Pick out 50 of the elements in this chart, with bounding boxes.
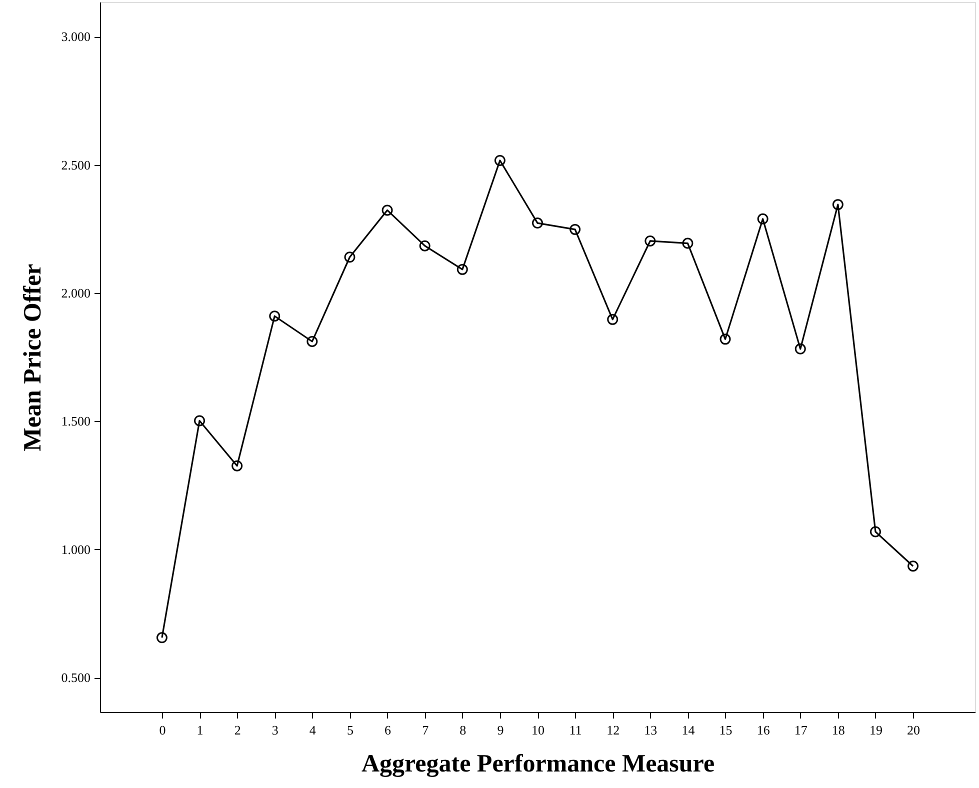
point	[194, 415, 206, 426]
x-tick-label: 5	[346, 722, 354, 738]
point	[419, 240, 430, 252]
point	[570, 224, 581, 235]
y-tick-label: 2.000	[61, 286, 90, 301]
x-tick-label: 9	[497, 722, 504, 738]
point	[720, 334, 731, 345]
point	[870, 526, 881, 538]
point	[156, 632, 168, 644]
x-tick-label: 12	[606, 722, 620, 738]
point	[269, 310, 280, 322]
x-tick-label: 0	[159, 722, 166, 738]
point	[607, 314, 618, 325]
point	[494, 154, 506, 166]
x-tick-label: 8	[460, 722, 466, 738]
point	[794, 343, 806, 354]
x-tick-label: 14	[682, 722, 696, 738]
x-tick-label: 1	[196, 722, 204, 738]
y-tick-label: 1.000	[61, 542, 90, 557]
point	[832, 199, 844, 210]
point	[644, 235, 656, 246]
point	[382, 204, 393, 216]
y-axis-title: Mean Price Offer	[19, 264, 46, 452]
x-axis-title: Aggregate Performance Measure	[361, 750, 715, 778]
x-tick-label: 7	[422, 722, 430, 738]
point	[344, 252, 356, 263]
y-tick-label: 0.500	[61, 670, 90, 686]
point	[682, 238, 694, 249]
x-tick-label: 17	[794, 722, 808, 738]
x-tick-label: 13	[644, 722, 658, 738]
x-tick-label: 2	[234, 722, 241, 738]
point	[757, 213, 768, 224]
point	[232, 460, 243, 472]
y-tick-label: 3.000	[61, 29, 90, 44]
x-tick-label: 20	[907, 722, 920, 738]
x-tick-label: 10	[532, 722, 544, 738]
point	[306, 336, 318, 347]
y-tick-label: 1.500	[61, 414, 90, 429]
x-tick-label: 19	[869, 722, 882, 738]
point	[908, 560, 919, 572]
point	[456, 264, 468, 275]
x-tick-label: 3	[272, 722, 278, 738]
x-tick-label: 6	[384, 722, 392, 738]
x-tick-label: 15	[719, 722, 732, 738]
x-tick-label: 18	[832, 722, 845, 738]
x-tick-label: 11	[569, 722, 582, 738]
x-tick-label: 4	[309, 722, 316, 738]
y-tick-label: 2.500	[61, 157, 90, 172]
point	[532, 218, 543, 229]
x-tick-label: 16	[756, 722, 770, 738]
